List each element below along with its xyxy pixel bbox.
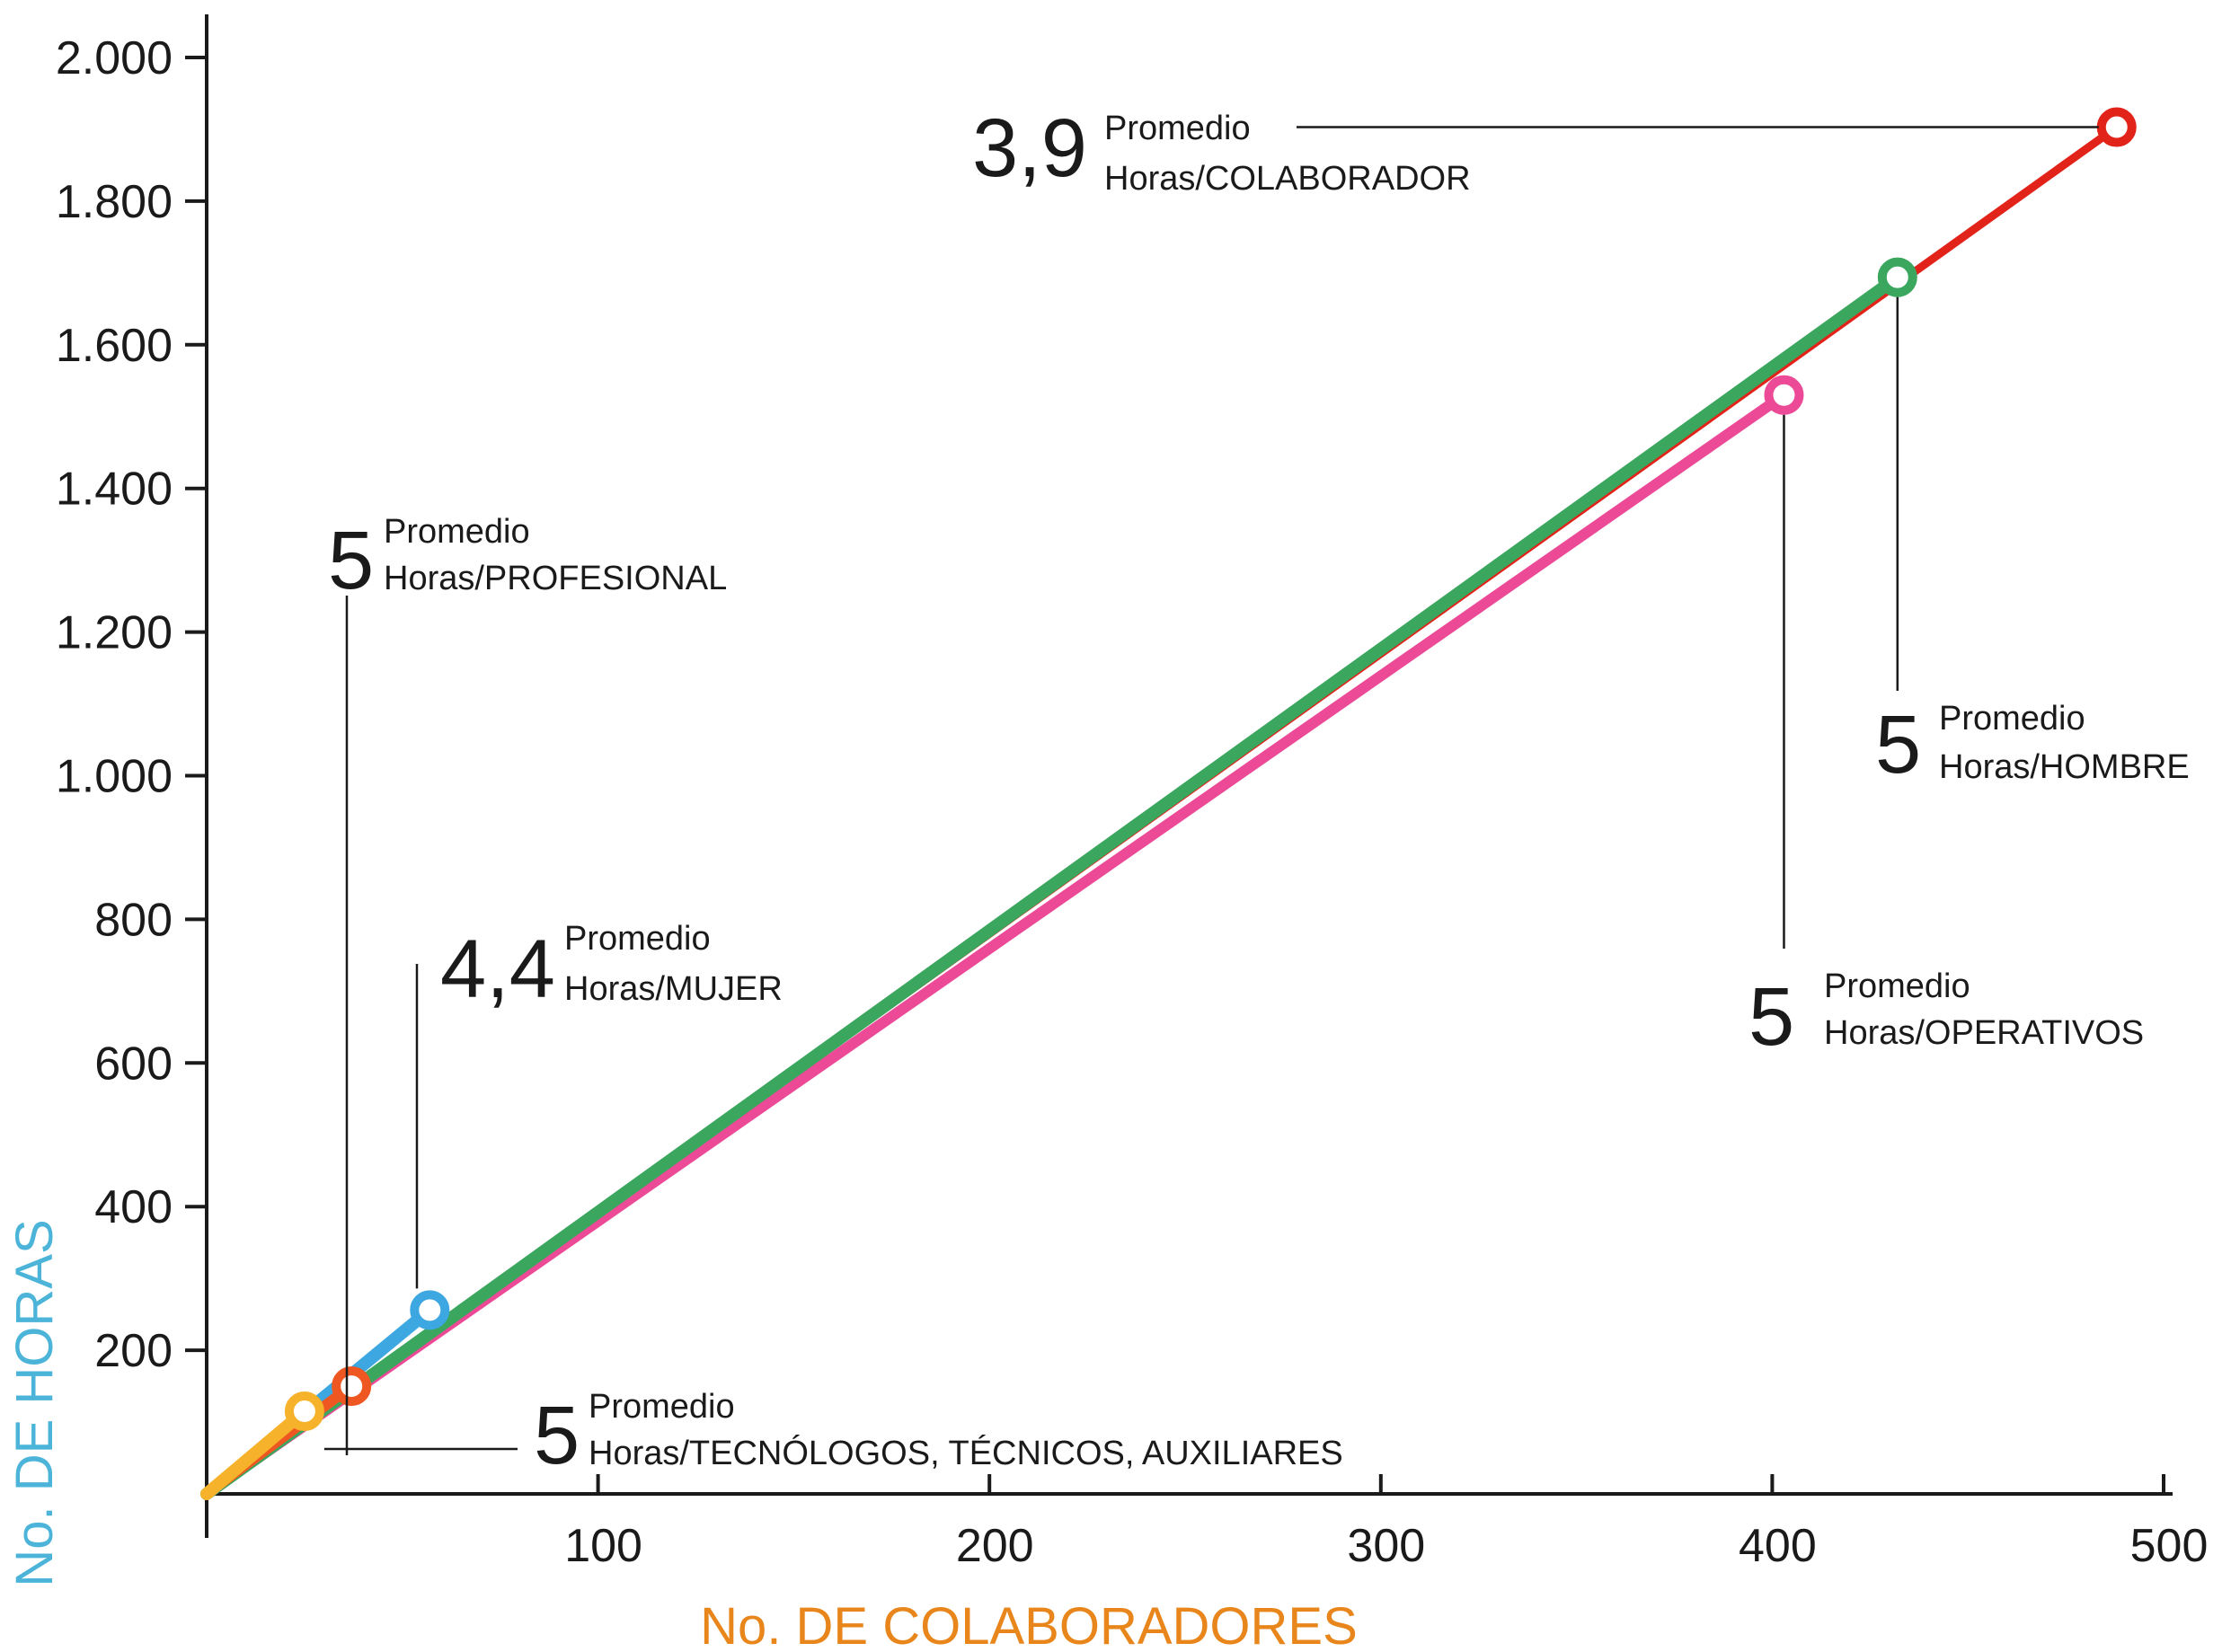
annotation-value: 3,9 bbox=[972, 102, 1087, 194]
annotation-line1: Promedio bbox=[384, 513, 530, 551]
y-tick-label: 800 bbox=[94, 894, 173, 946]
y-tick-label: 2.000 bbox=[56, 32, 173, 84]
series-marker-5 bbox=[284, 1391, 324, 1432]
y-tick-label: 600 bbox=[94, 1038, 173, 1090]
x-tick-label: 200 bbox=[956, 1520, 1034, 1572]
y-tick-label: 200 bbox=[94, 1325, 173, 1377]
annotation-value: 4,4 bbox=[440, 923, 555, 1015]
annotation-leaders bbox=[323, 126, 2099, 1455]
y-tick-label: 1.600 bbox=[56, 320, 173, 372]
series-marker-4 bbox=[332, 1366, 372, 1407]
annotation-line1: Promedio bbox=[589, 1388, 735, 1426]
annotation-value: 5 bbox=[1749, 971, 1794, 1063]
y-tick-label: 1.000 bbox=[56, 751, 173, 803]
annotation-value: 5 bbox=[534, 1390, 580, 1481]
annotation-line2: Horas/COLABORADOR bbox=[1104, 160, 1471, 198]
annotation-profesional: 5 Promedio Horas/PROFESIONAL bbox=[328, 513, 727, 606]
series-marker-0 bbox=[2096, 107, 2137, 147]
annotation-tecnologos: 5 Promedio Horas/TECNÓLOGOS, TÉCNICOS, AUX… bbox=[534, 1388, 1343, 1481]
series-line-5 bbox=[200, 1405, 311, 1500]
annotation-line1: Promedio bbox=[564, 920, 711, 958]
x-tick-label: 300 bbox=[1347, 1520, 1425, 1572]
annotation-hombre: 5 Promedio Horas/HOMBRE bbox=[1875, 699, 2190, 791]
annotation-line2: Horas/PROFESIONAL bbox=[384, 560, 727, 597]
annotation-line2: Horas/TECNÓLOGOS, TÉCNICOS, AUXILIARES bbox=[589, 1434, 1343, 1472]
y-axis-title: No. DE HORAS bbox=[5, 1219, 64, 1586]
y-tick-label: 1.200 bbox=[56, 607, 173, 659]
annotation-line2: Horas/OPERATIVOS bbox=[1824, 1014, 2144, 1052]
annotation-line1: Promedio bbox=[1104, 110, 1251, 147]
annotation-mujer: 4,4 Promedio Horas/MUJER bbox=[440, 920, 783, 1015]
series-marker-2 bbox=[1877, 257, 1917, 297]
y-tick-label: 1.800 bbox=[56, 176, 173, 228]
x-axis-title: No. DE COLABORADORES bbox=[700, 1597, 1358, 1652]
x-axis-ticks: 100 200 300 400 500 bbox=[564, 1474, 2208, 1572]
y-tick-label: 400 bbox=[94, 1181, 173, 1233]
series-marker-1 bbox=[1764, 375, 1804, 415]
y-axis-ticks: 200 400 600 800 1.000 1.200 1.400 1.600 1.800 2.0… bbox=[56, 32, 207, 1377]
x-tick-label: 100 bbox=[564, 1520, 642, 1572]
y-tick-label: 1.400 bbox=[56, 464, 173, 516]
x-tick-label: 400 bbox=[1739, 1520, 1817, 1572]
series-line-2 bbox=[200, 270, 1904, 1500]
annotation-value: 5 bbox=[1875, 699, 1921, 791]
x-tick-label: 500 bbox=[2130, 1520, 2209, 1572]
annotation-operativos: 5 Promedio Horas/OPERATIVOS bbox=[1749, 967, 2144, 1063]
annotation-colaborador: 3,9 Promedio Horas/COLABORADOR bbox=[972, 102, 1471, 198]
annotation-line1: Promedio bbox=[1824, 967, 1970, 1005]
annotation-line2: Horas/HOMBRE bbox=[1939, 748, 2190, 786]
series-layer bbox=[200, 107, 2137, 1500]
annotation-value: 5 bbox=[328, 515, 374, 606]
annotation-line1: Promedio bbox=[1939, 700, 2085, 738]
annotation-line2: Horas/MUJER bbox=[564, 970, 783, 1008]
series-marker-3 bbox=[410, 1290, 450, 1330]
